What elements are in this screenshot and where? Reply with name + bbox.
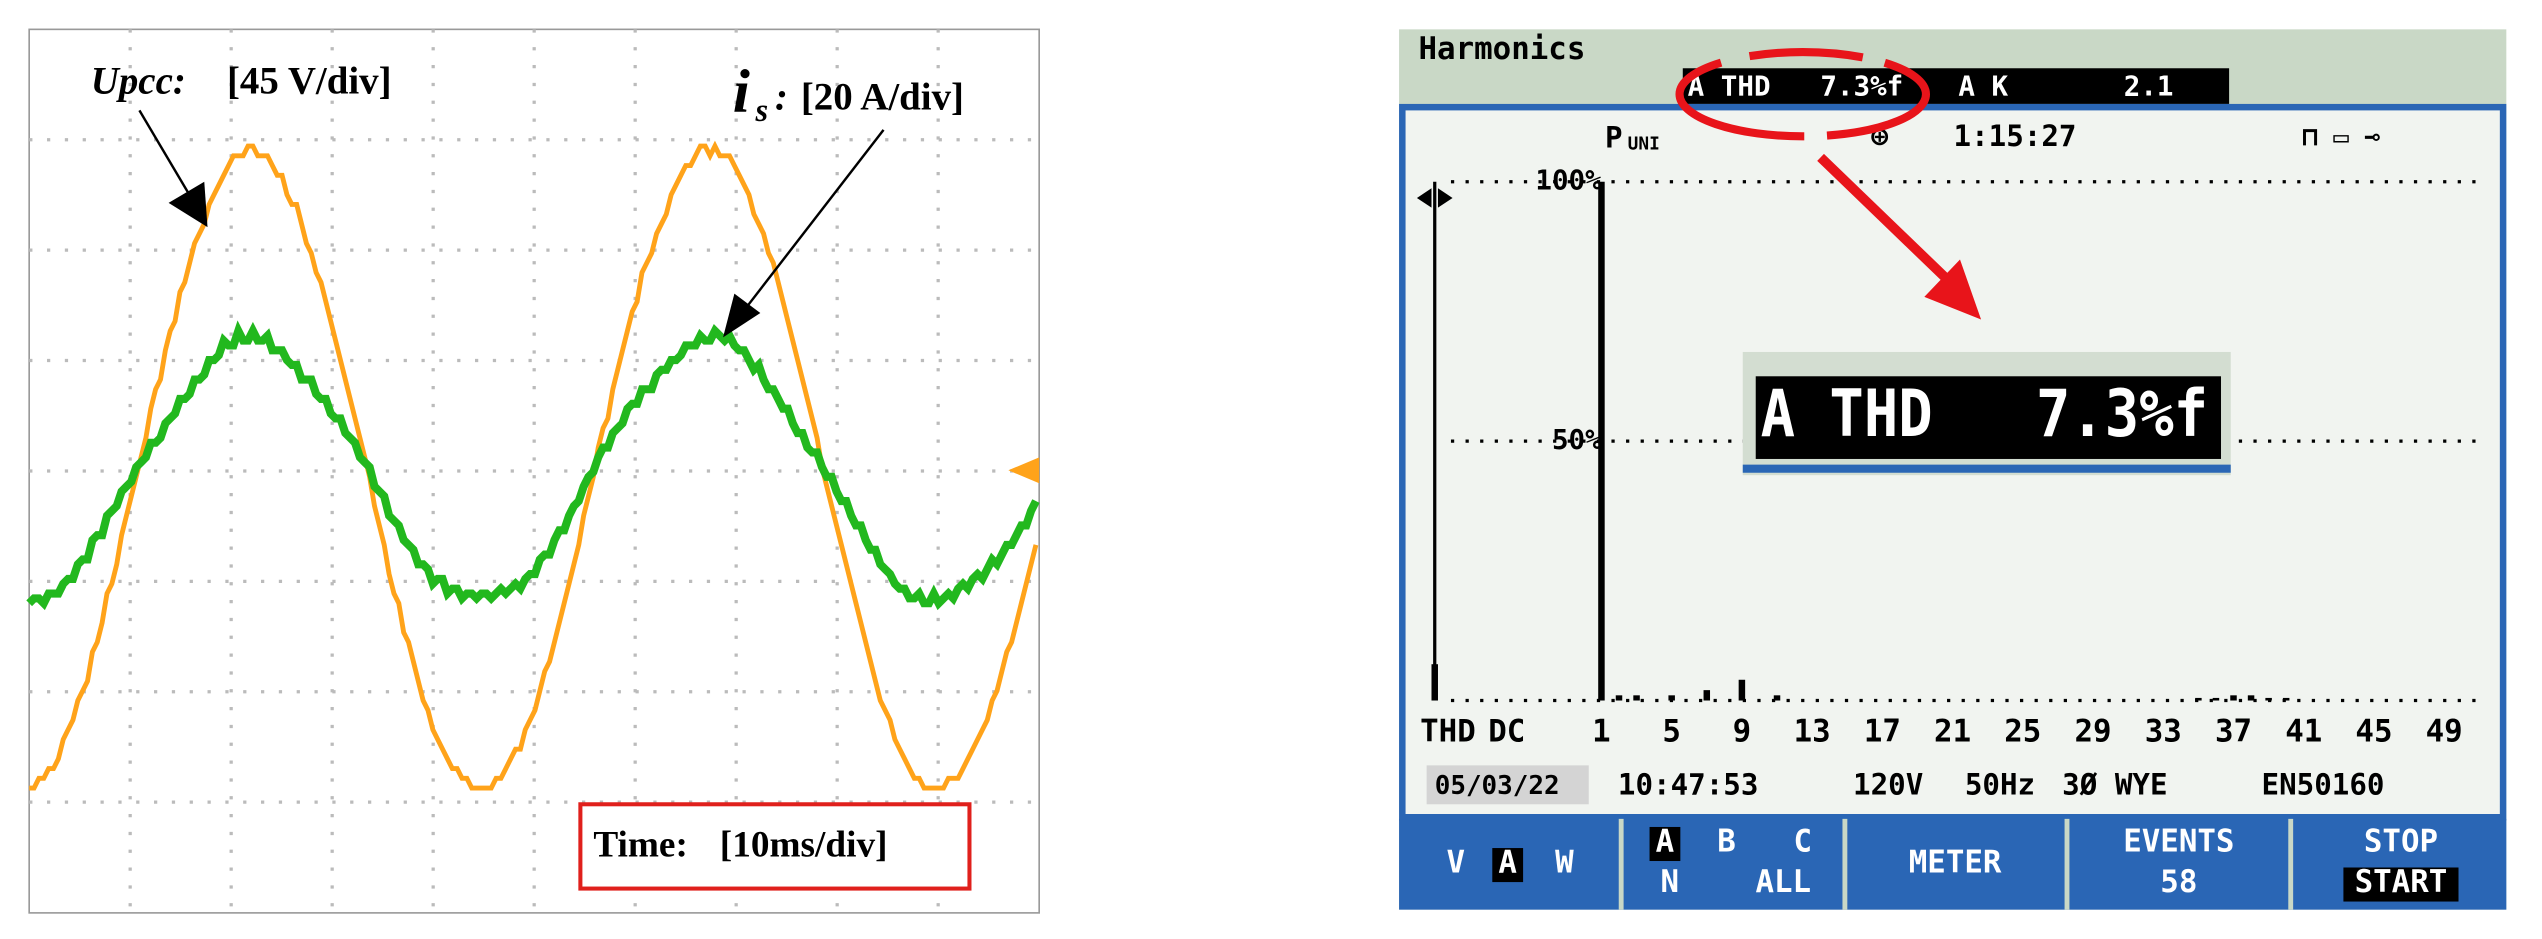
x-tick-label: 29 bbox=[2075, 713, 2112, 749]
footer-date: 05/03/22 bbox=[1435, 771, 1560, 801]
x-tick-label: 9 bbox=[1733, 713, 1752, 749]
time-box bbox=[578, 802, 972, 891]
voltage-waveform bbox=[29, 140, 1039, 791]
x-tick-label: THD bbox=[1420, 713, 1476, 749]
upcc-label: Upcc: bbox=[91, 59, 186, 102]
header-box bbox=[1682, 68, 2230, 104]
red-arrow-head bbox=[1924, 259, 1982, 320]
header-k-value: 2.1 bbox=[2124, 71, 2174, 103]
red-arrow bbox=[1817, 153, 1957, 289]
channel-marker bbox=[1008, 457, 1040, 484]
analyzer-screen: Harmonics A THD 7.3%f A K 2.1 P UNI ⊕ 1:… bbox=[1399, 29, 2507, 910]
bar bbox=[1633, 695, 1640, 701]
status-icons: ⊓ ▭ ⊸ bbox=[2302, 122, 2380, 152]
x-tick-label: 37 bbox=[2215, 713, 2252, 749]
mode-sub: UNI bbox=[1628, 133, 1660, 154]
softkey-label: EVENTS bbox=[2123, 824, 2234, 860]
is-subscript: s bbox=[754, 93, 768, 129]
mode: P bbox=[1605, 121, 1623, 155]
bar bbox=[1598, 181, 1605, 701]
softkey-label: N bbox=[1661, 864, 1680, 900]
bar bbox=[2247, 695, 2255, 701]
softkey-label: 58 bbox=[2160, 864, 2197, 900]
softkey-label: METER bbox=[1909, 845, 2002, 881]
time-scale: [10ms/div] bbox=[720, 825, 888, 866]
bar bbox=[2282, 697, 2290, 701]
x-tick-label: 21 bbox=[1934, 713, 1971, 749]
is-scale: [20 A/div] bbox=[801, 76, 964, 119]
x-tick-label: 33 bbox=[2145, 713, 2182, 749]
x-tick-label: 45 bbox=[2355, 713, 2392, 749]
x-tick-label: 5 bbox=[1662, 713, 1681, 749]
arrow-head bbox=[168, 181, 208, 228]
bar bbox=[2265, 697, 2272, 701]
y-tick-label: 50% bbox=[1552, 424, 1602, 456]
x-tick-label: 13 bbox=[1794, 713, 1831, 749]
arrow-head bbox=[723, 293, 761, 338]
elapsed: 1:15:27 bbox=[1954, 119, 2077, 153]
y-tick-label: 100% bbox=[1535, 165, 1602, 197]
x-tick-label: 49 bbox=[2426, 713, 2463, 749]
softkey-label: C bbox=[1793, 824, 1812, 860]
bar bbox=[1738, 679, 1746, 701]
footer-frequency: 50Hz bbox=[1965, 767, 2035, 801]
bar bbox=[1773, 695, 1781, 701]
bar bbox=[1703, 690, 1711, 701]
bar bbox=[1668, 695, 1675, 701]
softkey-label: V bbox=[1447, 845, 1466, 881]
softkey-label: START bbox=[2355, 864, 2448, 900]
bar bbox=[1431, 664, 1438, 701]
footer-time: 10:47:53 bbox=[1618, 767, 1759, 801]
zoom-box bbox=[1755, 376, 2222, 459]
footer-voltage: 120V bbox=[1853, 767, 1923, 801]
footer-config: 3Ø WYE bbox=[2062, 767, 2167, 801]
upcc-scale: [45 V/div] bbox=[227, 59, 392, 102]
time-label: Time: bbox=[593, 825, 688, 866]
x-tick-label: DC bbox=[1488, 713, 1525, 749]
scope-frame bbox=[28, 28, 1040, 914]
bar bbox=[2212, 697, 2220, 701]
cursor-arrow bbox=[1416, 188, 1432, 208]
bar bbox=[2230, 695, 2237, 701]
x-tick-label: 17 bbox=[1864, 713, 1901, 749]
date-box bbox=[1426, 765, 1589, 805]
header-thd: A THD 7.3%f bbox=[1688, 71, 1904, 103]
arrow bbox=[138, 109, 193, 199]
key-highlight bbox=[1649, 826, 1681, 862]
softkey-label: W bbox=[1555, 845, 1574, 881]
x-tick-label: 25 bbox=[2004, 713, 2041, 749]
harmonics-chart: 50% 100% THD DC 1 5 9 13 17 21 25 29 33 37 41 45 49 bbox=[1420, 165, 2481, 749]
is-colon: : bbox=[775, 76, 788, 119]
header-k: A K bbox=[1958, 71, 2008, 103]
bar bbox=[2195, 697, 2202, 701]
arrow bbox=[744, 129, 885, 309]
softkey-label: STOP bbox=[2364, 824, 2438, 860]
screen-title: Harmonics bbox=[1419, 31, 1586, 67]
highlight-ellipse bbox=[1675, 47, 1931, 141]
current-waveform bbox=[26, 320, 1040, 611]
footer-standard: EN50160 bbox=[2262, 767, 2385, 801]
softkey-label: ALL bbox=[1755, 864, 1811, 900]
is-label: i bbox=[733, 58, 750, 126]
x-tick-label: 41 bbox=[2285, 713, 2322, 749]
softkey-label: A bbox=[1498, 845, 1517, 881]
softkey-bar bbox=[1399, 818, 2507, 910]
oscilloscope: Upcc: [45 V/div] i s : [20 A/div] Time: … bbox=[26, 28, 1040, 914]
softkey-label: A bbox=[1656, 824, 1675, 860]
softkey-label: B bbox=[1717, 824, 1736, 860]
key-highlight bbox=[2343, 867, 2459, 902]
bar bbox=[1615, 695, 1623, 701]
key-highlight bbox=[1492, 848, 1524, 883]
x-tick-label: 1 bbox=[1592, 713, 1611, 749]
cursor-arrow bbox=[1437, 188, 1453, 208]
zoom-thd: A THD 7.3%f bbox=[1761, 377, 2208, 452]
